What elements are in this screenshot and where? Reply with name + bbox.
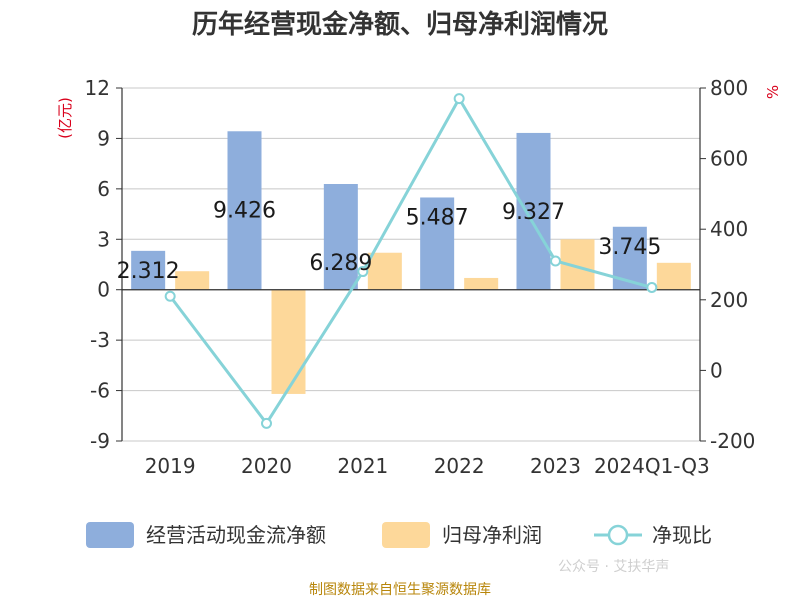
- axes: 12 9 6 3 0 -3 -6 -9 800 600 400 200 0 -200 2019 2020 202…: [85, 76, 756, 478]
- x-tick-label: 2020: [241, 454, 292, 478]
- right-tick-label: 200: [710, 288, 748, 312]
- source-note: 制图数据来自恒生聚源数据库: [309, 582, 491, 598]
- chart-title: 历年经营现金净额、归母净利润情况: [192, 9, 608, 40]
- ratio-line: [168, 95, 653, 426]
- ratio-point: [646, 281, 658, 293]
- watermark: 公众号 · 艾扶华声: [558, 559, 670, 575]
- data-label: 2.312: [117, 259, 180, 284]
- data-label: 9.426: [213, 198, 276, 223]
- legend-swatch-ratio-marker: [607, 524, 629, 546]
- right-tick-label: 400: [710, 217, 748, 241]
- data-labels: 2.312 9.426 6.289 5.487 9.327 3.745: [117, 198, 662, 284]
- bar-cashflow: [516, 132, 551, 290]
- bar-cashflow: [227, 131, 262, 290]
- ratio-point: [261, 417, 272, 429]
- left-tick-label: 6: [97, 177, 110, 201]
- bars: [131, 131, 691, 394]
- legend-label-net-profit: 归母净利润: [442, 523, 542, 547]
- bar-cashflow: [323, 183, 358, 290]
- right-tick-label: 0: [710, 358, 723, 382]
- left-tick-label: -6: [90, 379, 110, 403]
- left-tick-label: 3: [97, 227, 110, 251]
- x-tick-label: 2021: [337, 454, 388, 478]
- right-axis-unit: %: [764, 85, 782, 99]
- left-tick-label: -9: [90, 429, 110, 453]
- right-tick-label: 800: [710, 76, 748, 100]
- right-tick-label: 600: [710, 147, 748, 171]
- ratio-point: [164, 290, 176, 302]
- ratio-point: [550, 255, 561, 267]
- legend: 经营活动现金流净额 归母净利润 净现比: [86, 522, 712, 548]
- legend-swatch-net-profit: [382, 522, 430, 548]
- line-series: [164, 93, 658, 429]
- x-tick-label: 2022: [434, 454, 485, 478]
- data-label: 9.327: [502, 200, 565, 225]
- bar-net-profit: [175, 271, 210, 290]
- left-tick-label: 9: [97, 126, 110, 150]
- bar-net-profit: [271, 289, 306, 394]
- data-label: 5.487: [406, 205, 469, 230]
- legend-label-cashflow: 经营活动现金流净额: [146, 523, 326, 547]
- ratio-point: [453, 93, 465, 105]
- left-tick-label: 12: [85, 76, 110, 100]
- data-label: 6.289: [309, 251, 372, 276]
- ratio-point: [357, 266, 369, 278]
- left-axis-unit: (亿元): [56, 97, 74, 139]
- bar-cashflow: [131, 250, 166, 290]
- x-tick-label: 2024Q1-Q3: [594, 454, 710, 478]
- data-label: 3.745: [598, 235, 661, 260]
- left-tick-label: -3: [90, 328, 110, 352]
- bar-net-profit: [656, 262, 691, 290]
- bar-net-profit: [367, 252, 402, 290]
- right-tick-label: -200: [710, 429, 755, 453]
- bar-net-profit: [464, 277, 499, 290]
- x-tick-label: 2019: [145, 454, 196, 478]
- legend-label-ratio: 净现比: [652, 523, 712, 547]
- bar-cashflow: [420, 197, 455, 290]
- x-tick-label: 2023: [530, 454, 581, 478]
- legend-swatch-cashflow: [86, 522, 134, 548]
- left-tick-label: 0: [97, 278, 110, 302]
